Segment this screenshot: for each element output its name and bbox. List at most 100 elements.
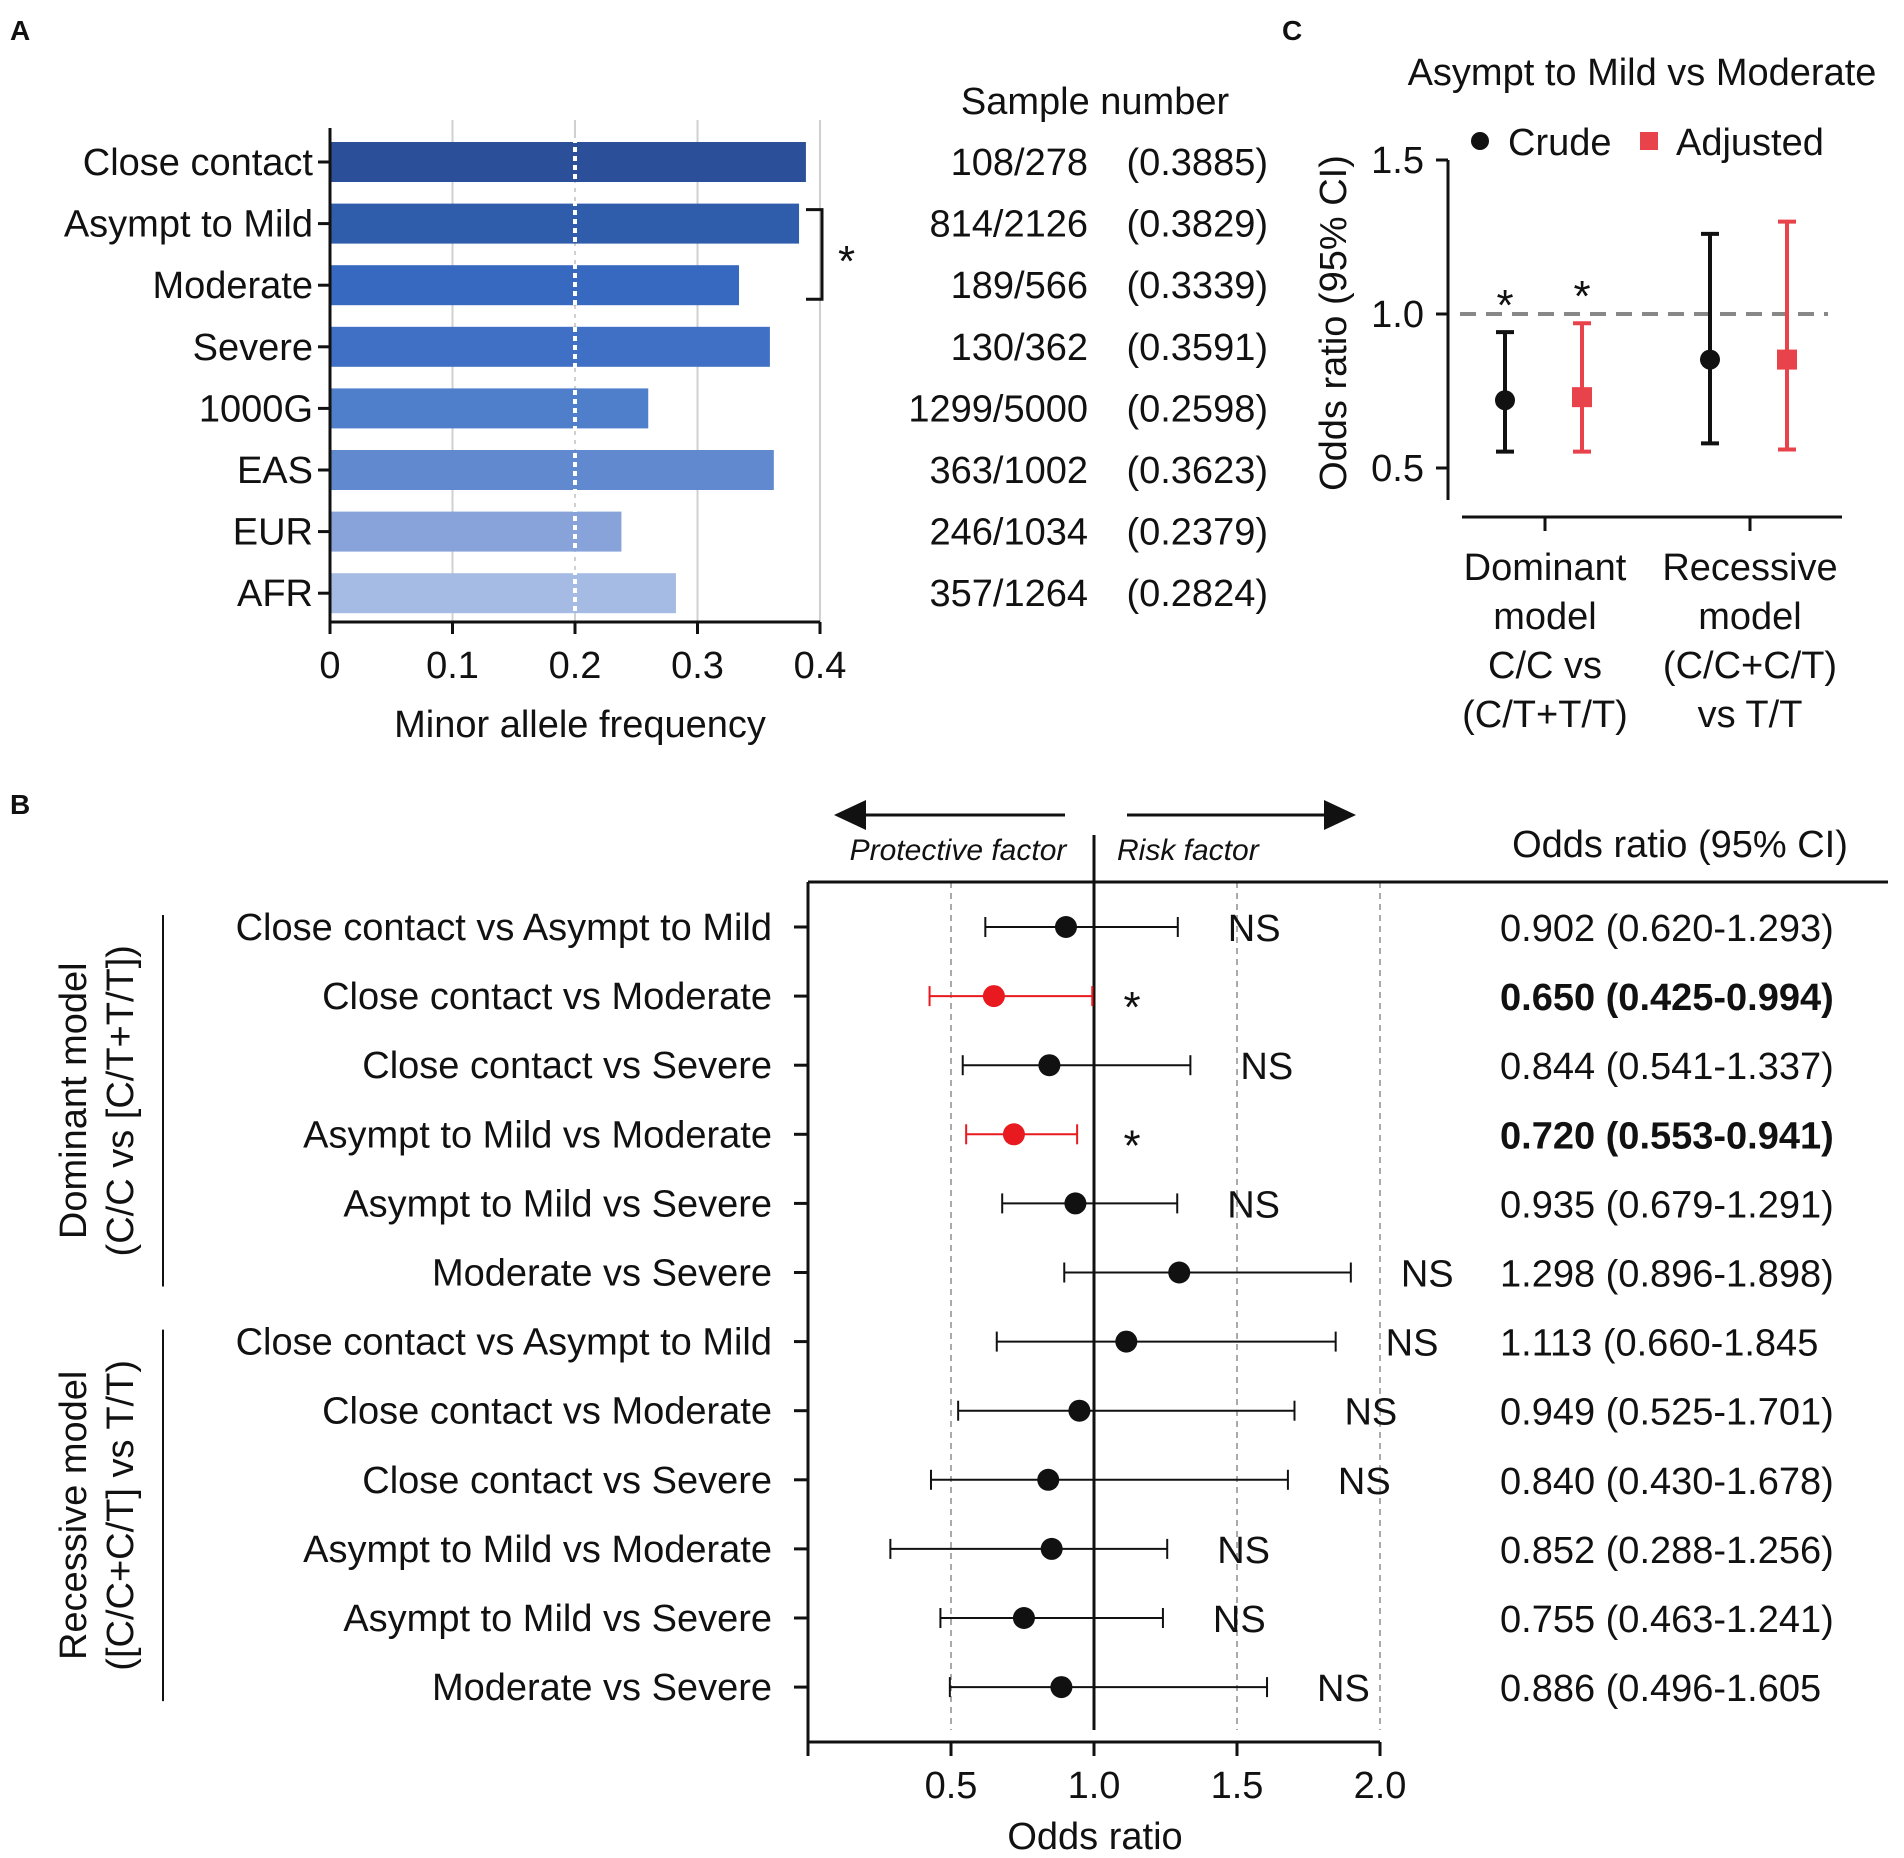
odds-ratio-point [1040, 1537, 1063, 1560]
crude-point [1495, 390, 1515, 411]
sample-number-header: Sample number [961, 81, 1230, 123]
panel-label-a: A [10, 15, 30, 46]
odds-ratio-ci-text: 0.886 (0.496-1.605 [1500, 1668, 1821, 1710]
group-label: Recessive [1662, 547, 1837, 589]
panel-c-odds-ratio-plot: Asympt to Mild vs Moderate Odds ratio (9… [1313, 52, 1876, 736]
significance-label: NS [1217, 1530, 1270, 1572]
sample-count: 357/1264 [930, 573, 1089, 615]
significance-label: NS [1213, 1599, 1266, 1641]
significance-label: NS [1227, 1184, 1280, 1226]
group-label: (C/C+C/T) [1663, 645, 1837, 687]
bar [330, 450, 774, 490]
significance-label: * [1123, 983, 1140, 1032]
sample-count: 108/278 [951, 142, 1088, 184]
odds-ratio-point [1115, 1330, 1138, 1353]
comparison-label: Close contact vs Severe [362, 1045, 772, 1087]
comparison-label: Asympt to Mild vs Severe [343, 1183, 772, 1225]
odds-ratio-point [1054, 916, 1077, 938]
bar [330, 511, 622, 552]
significance-star: * [838, 237, 855, 286]
forest-x-axis-label: Odds ratio [1007, 1816, 1182, 1858]
x-tick-label: 0 [319, 645, 340, 687]
x-tick-label: 0.1 [426, 645, 479, 687]
significance-star: * [1496, 281, 1513, 330]
protective-factor-label: Protective factor [850, 834, 1068, 867]
bar [330, 573, 676, 614]
odds-ratio-ci-text: 0.755 (0.463-1.241) [1500, 1599, 1834, 1641]
comparison-label: Close contact vs Moderate [322, 976, 772, 1018]
significance-label: NS [1338, 1461, 1391, 1503]
risk-arrow-head [1324, 800, 1356, 830]
panel-a-bar-chart: 0 0.1 0.2 0.3 0.4 Close contact 108/278 (0.3885… [64, 81, 1268, 746]
frequency-value: (0.3829) [1126, 204, 1268, 246]
odds-ratio-ci-header: Odds ratio (95% CI) [1512, 824, 1848, 866]
frequency-value: (0.3591) [1126, 327, 1268, 369]
frequency-value: (0.3339) [1126, 265, 1268, 307]
odds-ratio-point [1050, 1676, 1073, 1699]
odds-ratio-ci-text: 0.949 (0.525-1.701) [1500, 1392, 1834, 1434]
frequency-value: (0.3885) [1126, 142, 1268, 184]
risk-factor-label: Risk factor [1117, 834, 1260, 867]
sample-count: 1299/5000 [908, 388, 1088, 430]
sample-count: 246/1034 [930, 512, 1089, 554]
bar [330, 388, 649, 429]
odds-ratio-point [1064, 1192, 1087, 1215]
panel-label-c: C [1282, 15, 1302, 46]
significance-label: NS [1317, 1668, 1370, 1710]
x-axis-label: Minor allele frequency [394, 704, 766, 746]
panel-label-b: B [10, 789, 30, 820]
crude-point [1700, 349, 1720, 370]
x-tick-label: 0.5 [925, 1765, 978, 1807]
odds-ratio-point [1038, 1054, 1061, 1077]
sample-count: 814/2126 [930, 204, 1089, 246]
sample-count: 363/1002 [930, 450, 1089, 492]
x-tick-label: 1.0 [1068, 1765, 1121, 1807]
x-tick-label: 0.3 [671, 645, 724, 687]
group-label: Recessive model [53, 1371, 95, 1660]
protective-arrow-head [834, 800, 866, 830]
adjusted-point [1777, 349, 1797, 370]
odds-ratio-ci-text: 0.844 (0.541-1.337) [1500, 1046, 1834, 1088]
group-label: Dominant model [53, 962, 95, 1239]
group-label: Dominant [1464, 547, 1627, 589]
odds-ratio-point [1002, 1123, 1025, 1146]
bar [330, 265, 740, 306]
significance-label: NS [1344, 1392, 1397, 1434]
odds-ratio-ci-text: 0.935 (0.679-1.291) [1500, 1184, 1834, 1226]
significance-star: * [1573, 272, 1590, 321]
legend-crude-label: Crude [1508, 122, 1612, 164]
bar [330, 203, 800, 244]
x-tick-label: 0.4 [794, 645, 847, 687]
odds-ratio-point [1168, 1261, 1191, 1284]
odds-ratio-point [1012, 1607, 1035, 1629]
significance-label: NS [1401, 1254, 1454, 1296]
legend-adjusted-label: Adjusted [1676, 122, 1824, 164]
odds-ratio-ci-text: 0.902 (0.620-1.293) [1500, 908, 1834, 950]
group-label: model [1698, 596, 1802, 638]
category-label: Moderate [152, 265, 313, 307]
frequency-value: (0.2598) [1126, 388, 1268, 430]
significance-label: NS [1386, 1323, 1439, 1365]
x-tick-label: 2.0 [1354, 1765, 1407, 1807]
group-label: (C/T+T/T) [1462, 694, 1628, 736]
odds-ratio-ci-text: 1.113 (0.660-1.845 [1500, 1323, 1818, 1365]
category-label: EUR [233, 512, 313, 554]
odds-ratio-ci-text: 1.298 (0.896-1.898) [1500, 1254, 1834, 1296]
group-label: vs T/T [1698, 694, 1803, 736]
sample-count: 130/362 [951, 327, 1088, 369]
odds-ratio-point [1037, 1468, 1060, 1491]
y-tick-label: 0.5 [1371, 448, 1424, 490]
comparison-label: Asympt to Mild vs Moderate [303, 1529, 772, 1571]
odds-ratio-ci-text: 0.650 (0.425-0.994) [1500, 977, 1834, 1019]
bar [330, 326, 770, 367]
group-label: (C/C vs [C/T+T/T]) [100, 945, 142, 1256]
frequency-value: (0.2824) [1126, 573, 1268, 615]
x-tick-label: 0.2 [549, 645, 602, 687]
x-tick-label: 1.5 [1211, 1765, 1264, 1807]
panel-c-y-axis-label: Odds ratio (95% CI) [1313, 155, 1355, 491]
odds-ratio-point [1068, 1399, 1091, 1422]
bar [330, 142, 806, 182]
frequency-value: (0.3623) [1126, 450, 1268, 492]
comparison-label: Asympt to Mild vs Severe [343, 1598, 772, 1640]
